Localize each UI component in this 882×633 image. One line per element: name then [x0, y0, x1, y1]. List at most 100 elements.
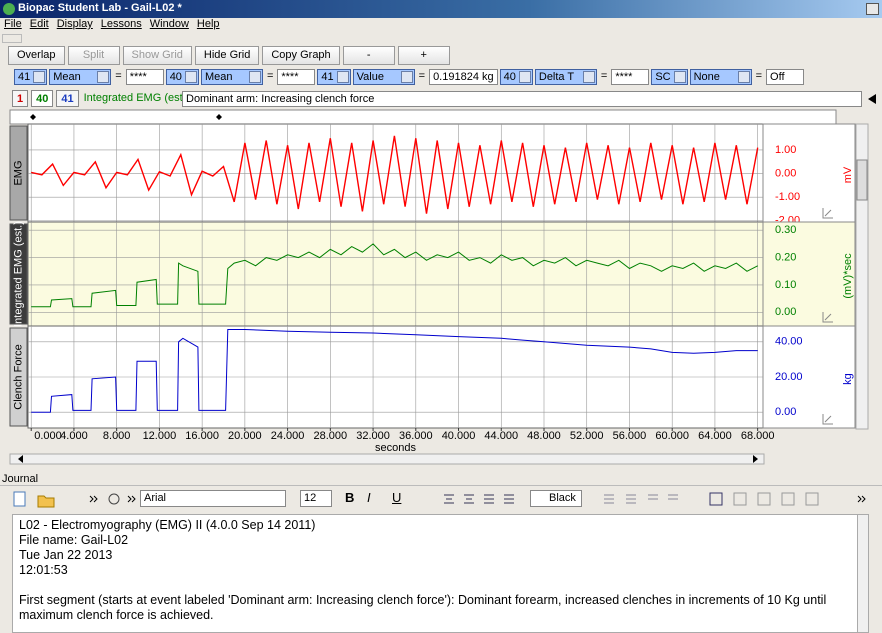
- toolbar-button[interactable]: +: [397, 46, 450, 65]
- journal-label: Journal: [2, 473, 39, 485]
- channel-label: EMG: [12, 160, 24, 185]
- collapse-arrow[interactable]: [868, 94, 876, 104]
- chevron-icon[interactable]: [89, 495, 866, 503]
- y-tick-label: 0.10: [775, 279, 796, 291]
- table-icon[interactable]: [805, 492, 819, 506]
- underline-button[interactable]: U: [392, 490, 402, 505]
- journal-line: Tue Jan 22 2013: [19, 548, 113, 562]
- event-label-box[interactable]: Dominant arm: Increasing clench force: [182, 91, 862, 107]
- journal-header: L02 - Electromyography (EMG) II (4.0.0 S…: [19, 518, 851, 578]
- x-axis-label: seconds: [375, 442, 416, 454]
- color-select[interactable]: Black: [530, 490, 582, 507]
- journal-toolbar: Arial 12 B I U Black: [0, 487, 882, 511]
- scale-icon: [822, 312, 833, 323]
- measurement-row: 41 Mean = **** 40 Mean = **** 41 Value = 0.191824 k…: [14, 69, 805, 86]
- measure-select[interactable]: Delta T: [534, 69, 597, 85]
- channel-tab[interactable]: 41: [56, 90, 79, 107]
- window-button[interactable]: [866, 3, 879, 15]
- scroll-thumb[interactable]: [856, 159, 868, 201]
- separator: [0, 485, 882, 486]
- journal-text[interactable]: L02 - Electromyography (EMG) II (4.0.0 S…: [12, 514, 858, 633]
- table-icon[interactable]: [757, 492, 771, 506]
- toolbar-button[interactable]: Overlap: [8, 46, 65, 65]
- font-select[interactable]: Arial: [140, 490, 286, 507]
- equals-sign: =: [266, 70, 274, 82]
- table-icon[interactable]: [709, 492, 723, 506]
- toolbar-button[interactable]: Hide Grid: [194, 46, 260, 65]
- toolbar-button[interactable]: Copy Graph: [262, 46, 340, 65]
- x-tick-label: 32.000: [356, 430, 390, 442]
- journal-paragraph: First segment (starts at event labeled '…: [19, 593, 827, 622]
- bold-button[interactable]: B: [345, 490, 355, 505]
- channel-select[interactable]: SC: [651, 69, 688, 85]
- scale-icon: [822, 208, 833, 219]
- measure-select[interactable]: None: [689, 69, 752, 85]
- menu-item[interactable]: Lessons: [100, 18, 142, 30]
- align-icon[interactable]: [444, 494, 514, 504]
- x-tick-label: 12.000: [143, 430, 177, 442]
- size-select[interactable]: 12: [300, 490, 332, 507]
- y-tick-label: -1.00: [775, 191, 800, 203]
- toolbar-button[interactable]: Split: [67, 46, 120, 65]
- menu-item[interactable]: Window: [149, 18, 189, 30]
- y-tick-label: 0.20: [775, 251, 796, 263]
- event-bar: [9, 109, 837, 125]
- italic-button[interactable]: I: [367, 490, 371, 505]
- x-tick-label: 20.000: [228, 430, 262, 442]
- measure-result: 0.191824 kg: [429, 69, 498, 85]
- trace: [31, 135, 759, 214]
- equals-sign: =: [115, 70, 122, 82]
- channel-label-tab: [9, 125, 28, 221]
- measure-select[interactable]: Value: [352, 69, 415, 85]
- channel-tab[interactable]: 40: [31, 90, 54, 107]
- measure-result: ****: [125, 69, 164, 85]
- menu-item[interactable]: Display: [56, 18, 93, 30]
- journal-icons: [13, 491, 866, 508]
- table-icon[interactable]: [733, 492, 747, 506]
- channel-label: Integrated EMG (est.): [83, 92, 190, 104]
- trace: [31, 243, 758, 308]
- table-icon[interactable]: [781, 492, 795, 506]
- toolbar-button[interactable]: -: [342, 46, 395, 65]
- channel-label-tab: [9, 327, 28, 427]
- x-tick-label: 48.000: [527, 430, 561, 442]
- horizontal-scrollbar[interactable]: [9, 453, 765, 465]
- new-icon[interactable]: [13, 491, 26, 507]
- x-tick-label: 40.000: [442, 430, 476, 442]
- channel-select[interactable]: 40: [165, 69, 199, 85]
- measure-select[interactable]: Mean: [49, 69, 112, 85]
- channel-label-tab: [9, 223, 28, 325]
- journal-line: L02 - Electromyography (EMG) II (4.0.0 S…: [19, 518, 316, 532]
- clock-icon[interactable]: [108, 493, 120, 505]
- x-tick-label: 64.000: [698, 430, 732, 442]
- y-tick-label: 20.00: [775, 371, 803, 383]
- axis-panel: [762, 123, 856, 223]
- equals-sign: =: [755, 70, 763, 82]
- menu-item[interactable]: Help: [196, 18, 220, 30]
- channel-tab[interactable]: 1: [12, 90, 29, 107]
- journal-scrollbar[interactable]: [857, 514, 869, 633]
- menu-item[interactable]: File: [4, 18, 22, 30]
- unit-label: kg: [842, 373, 854, 385]
- axis-panel: [762, 221, 856, 327]
- y-tick-label: 40.00: [775, 336, 803, 348]
- y-tick-label: 0.30: [775, 224, 796, 236]
- plot-background: [27, 221, 764, 327]
- list-icon[interactable]: [604, 494, 678, 504]
- toolbar-button[interactable]: Show Grid: [122, 46, 192, 65]
- menu-item[interactable]: Edit: [29, 18, 49, 30]
- measure-result: ****: [277, 69, 316, 85]
- x-tick-label: 36.000: [399, 430, 433, 442]
- x-tick-label: 52.000: [570, 430, 604, 442]
- channel-select[interactable]: 41: [317, 69, 351, 85]
- x-tick-label: 0.000: [34, 430, 62, 442]
- app-icon: [3, 3, 15, 15]
- channel-label: Integrated EMG (est.): [12, 221, 24, 327]
- channel-label: Clench Force: [12, 344, 24, 409]
- measure-select[interactable]: Mean: [200, 69, 263, 85]
- channel-select[interactable]: 41: [14, 69, 48, 85]
- channel-select[interactable]: 40: [499, 69, 533, 85]
- open-icon[interactable]: [37, 495, 55, 508]
